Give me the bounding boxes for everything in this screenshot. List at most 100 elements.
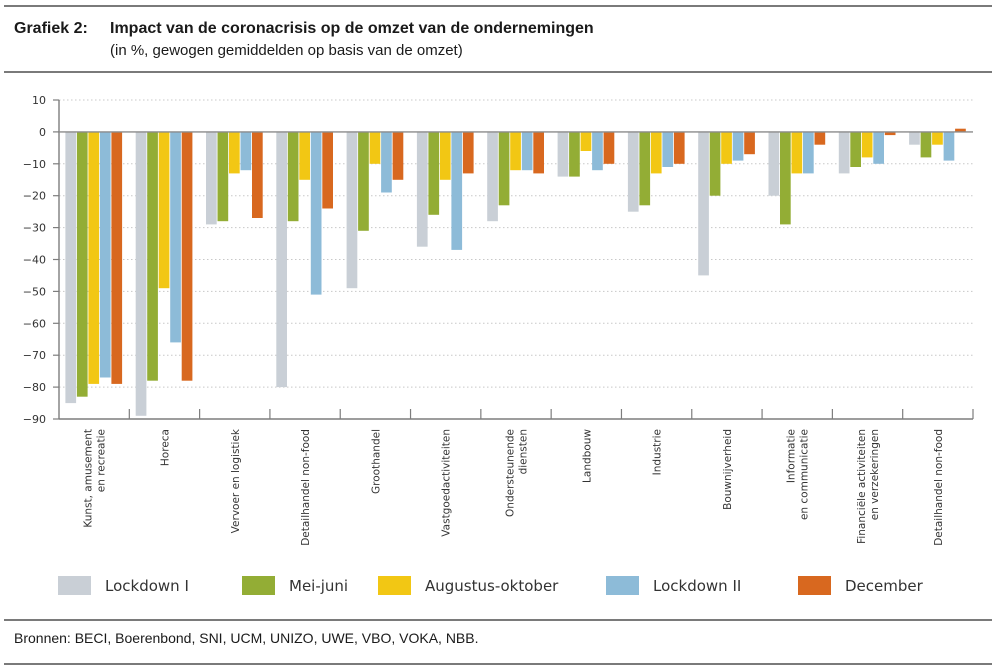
- bar: [955, 128, 966, 132]
- bar: [803, 131, 814, 174]
- bar: [650, 131, 662, 174]
- category-label: Landbouw: [581, 429, 593, 483]
- bar: [147, 131, 158, 381]
- bar: [358, 131, 369, 231]
- legend-label: Lockdown I: [105, 576, 189, 595]
- bar-chart: 10 0 −10 −20 −30 −40 −50 −60 −70 −80 −90 Kunst, am…: [23, 94, 974, 546]
- bar: [487, 131, 498, 222]
- y-tick-label: −20: [23, 190, 46, 203]
- chart-subtitle: (in %, gewogen gemiddelden op basis van …: [110, 42, 463, 59]
- bar: [580, 131, 592, 151]
- category-label: Bouwnijverheid: [722, 429, 734, 510]
- bar: [276, 131, 287, 388]
- category-label: Financiële activiteiten: [856, 429, 868, 544]
- footer-rule: [4, 619, 992, 621]
- bar: [909, 131, 920, 145]
- legend-label: December: [845, 576, 923, 595]
- source-note: Bronnen: BECI, Boerenbond, SNI, UCM, UNI…: [14, 630, 479, 646]
- bar: [369, 131, 381, 164]
- bar: [381, 131, 392, 193]
- y-tick-label: −90: [23, 413, 46, 426]
- bottom-rule: [4, 663, 992, 665]
- legend-label: Mei-juni: [289, 576, 349, 595]
- bar: [814, 131, 826, 145]
- bar: [838, 131, 850, 174]
- bar: [65, 131, 77, 404]
- bar: [462, 131, 474, 174]
- bar: [99, 131, 111, 378]
- category-label: diensten: [518, 429, 530, 474]
- figure-label: Grafiek 2:: [14, 20, 88, 37]
- bar: [791, 131, 803, 174]
- bar: [206, 131, 217, 225]
- legend-swatch: [798, 576, 831, 595]
- bar: [170, 131, 181, 343]
- y-tick-label: 10: [32, 94, 46, 107]
- bar: [698, 131, 709, 276]
- bar: [884, 131, 896, 136]
- bar: [76, 131, 88, 397]
- category-label: Horeca: [159, 429, 171, 466]
- top-rule: [4, 5, 992, 7]
- bar: [439, 131, 451, 180]
- bar: [861, 131, 873, 158]
- category-labels: Kunst, amusement en recreatie Horeca Vervoe…: [83, 428, 945, 546]
- bar: [780, 131, 791, 225]
- chart-title: Impact van de coronacrisis op de omzet v…: [110, 20, 594, 37]
- bar: [510, 131, 521, 171]
- category-label: Kunst, amusement: [83, 429, 95, 528]
- bars: [65, 128, 966, 416]
- chart-title-block: Grafiek 2: Impact van de coronacrisis op …: [14, 20, 594, 38]
- bar: [850, 131, 861, 167]
- bar: [111, 131, 123, 384]
- bar: [920, 131, 932, 158]
- category-label: en communicatie: [799, 429, 811, 520]
- y-tick-label: −30: [23, 222, 46, 235]
- bar: [557, 131, 569, 177]
- bar: [135, 131, 147, 416]
- bar: [88, 131, 100, 384]
- legend-swatch: [242, 576, 275, 595]
- legend-swatch: [378, 576, 411, 595]
- bar: [428, 131, 440, 215]
- bar: [932, 131, 943, 145]
- bar: [521, 131, 533, 171]
- bar: [416, 131, 428, 247]
- legend-item: Lockdown I: [58, 576, 189, 595]
- y-tick-label: −10: [23, 158, 46, 171]
- bar: [943, 131, 955, 161]
- category-label: en recreatie: [96, 429, 108, 492]
- bar: [451, 131, 463, 250]
- bar: [732, 131, 744, 161]
- bar: [392, 131, 404, 180]
- bar: [744, 131, 755, 155]
- legend-item: Lockdown II: [606, 576, 741, 595]
- bar: [158, 131, 170, 289]
- bar: [240, 131, 252, 171]
- bar: [592, 131, 603, 171]
- category-label: Ondersteunende: [505, 429, 517, 517]
- bar: [533, 131, 544, 174]
- bar: [287, 131, 299, 222]
- category-label: Vastgoedactiviteiten: [441, 429, 453, 537]
- legend-item: Augustus-oktober: [378, 576, 558, 595]
- y-tick-label: −50: [23, 285, 46, 298]
- header-rule: [4, 71, 992, 73]
- bar: [627, 131, 639, 212]
- bar: [721, 131, 732, 164]
- legend-label: Augustus-oktober: [425, 576, 559, 595]
- y-tick-label: 0: [39, 126, 46, 139]
- category-label: Groothandel: [370, 429, 382, 494]
- category-label: en verzekeringen: [869, 429, 881, 520]
- bar: [603, 131, 615, 164]
- bar: [322, 131, 333, 209]
- category-label: Vervoer en logistiek: [230, 428, 242, 533]
- legend-swatch: [606, 576, 639, 595]
- bar: [873, 131, 884, 164]
- bar: [346, 131, 358, 289]
- legend-swatch: [58, 576, 91, 595]
- y-tick-label: −80: [23, 381, 46, 394]
- y-tick-label: −70: [23, 349, 46, 362]
- category-label: Detailhandel non-food: [300, 429, 312, 546]
- bar: [181, 131, 193, 381]
